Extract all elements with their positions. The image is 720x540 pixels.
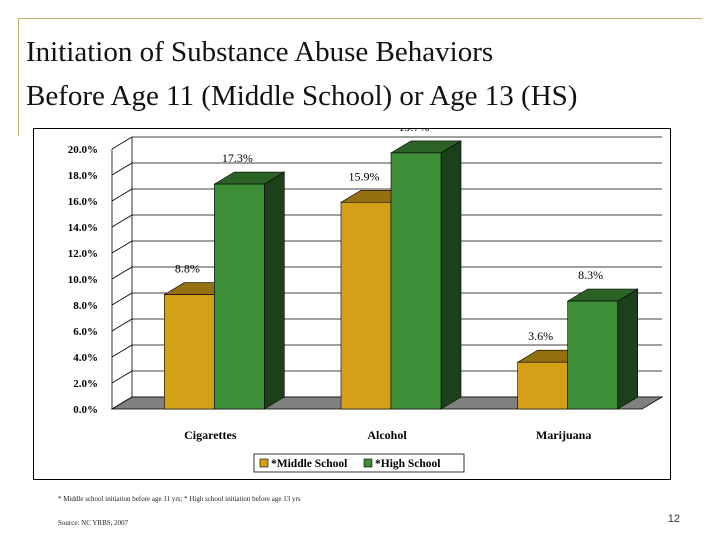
bar-side bbox=[617, 288, 638, 410]
y-tick-label: 4.0% bbox=[73, 352, 98, 364]
x-tick-label: Alcohol bbox=[367, 428, 407, 442]
y-tick-label: 14.0% bbox=[68, 222, 98, 234]
gridline-side bbox=[111, 344, 133, 358]
chart-frame: 0.0% 2.0% 4.0% 6.0% 8.0% 10.0% 12.0% 14.0% 16.0%… bbox=[33, 128, 671, 480]
bar-marijuana-high-school bbox=[567, 300, 618, 410]
data-label: 15.9% bbox=[349, 169, 380, 183]
gridline-side bbox=[111, 214, 133, 228]
source-note: Source: NC YRBS, 2007 bbox=[58, 519, 129, 527]
legend-swatch-high-school bbox=[363, 458, 373, 468]
gridline-side bbox=[111, 162, 133, 176]
bar-cigarettes-high-school bbox=[214, 183, 265, 410]
y-tick-label: 20.0% bbox=[68, 144, 98, 156]
title-line-1: Initiation of Substance Abuse Behaviors bbox=[26, 36, 494, 68]
y-tick-label: 16.0% bbox=[68, 196, 98, 208]
gridline-side bbox=[111, 318, 133, 332]
bar-side bbox=[440, 140, 462, 410]
legend-label: *Middle School bbox=[271, 458, 347, 470]
footnote: * Middle school initiation before age 11… bbox=[58, 495, 301, 503]
data-label: 17.3% bbox=[222, 151, 253, 165]
page-number: 12 bbox=[667, 513, 680, 525]
bar-marijuana-middle-school bbox=[517, 361, 568, 410]
y-tick-label: 10.0% bbox=[68, 274, 98, 286]
legend-swatch-middle-school bbox=[259, 458, 269, 468]
gridline-side bbox=[111, 266, 133, 280]
legend-label: *High School bbox=[375, 458, 441, 470]
data-label: 8.8% bbox=[175, 262, 200, 276]
y-tick-label: 6.0% bbox=[73, 326, 98, 338]
x-tick-label: Cigarettes bbox=[184, 428, 237, 442]
gridline-side bbox=[111, 136, 133, 150]
data-label: 19.7% bbox=[399, 129, 430, 134]
bar-alcohol-middle-school bbox=[340, 202, 392, 410]
data-label: 3.6% bbox=[528, 329, 553, 343]
bar-cigarettes-middle-school bbox=[164, 294, 215, 410]
top-rule bbox=[18, 18, 702, 19]
bar-chart: 0.0% 2.0% 4.0% 6.0% 8.0% 10.0% 12.0% 14.0% 16.0%… bbox=[68, 129, 664, 473]
bar-side bbox=[264, 171, 285, 410]
gridline-side bbox=[111, 292, 133, 306]
bar-alcohol-high-school bbox=[390, 152, 442, 410]
gridline-side bbox=[111, 240, 133, 254]
y-tick-label: 0.0% bbox=[73, 404, 98, 416]
gridline-side bbox=[111, 188, 133, 202]
y-tick-label: 12.0% bbox=[68, 248, 98, 260]
y-tick-label: 2.0% bbox=[73, 378, 98, 390]
x-tick-label: Marijuana bbox=[536, 428, 591, 442]
left-rule bbox=[18, 18, 19, 136]
slide-title: Initiation of Substance Abuse Behaviors … bbox=[26, 30, 706, 118]
y-tick-label: 18.0% bbox=[68, 170, 98, 182]
y-tick-label: 8.0% bbox=[73, 300, 98, 312]
gridline-side bbox=[111, 370, 133, 384]
legend-box bbox=[253, 453, 465, 473]
title-line-2: Before Age 11 (Middle School) or Age 13 … bbox=[26, 80, 578, 112]
data-label: 8.3% bbox=[578, 268, 603, 282]
